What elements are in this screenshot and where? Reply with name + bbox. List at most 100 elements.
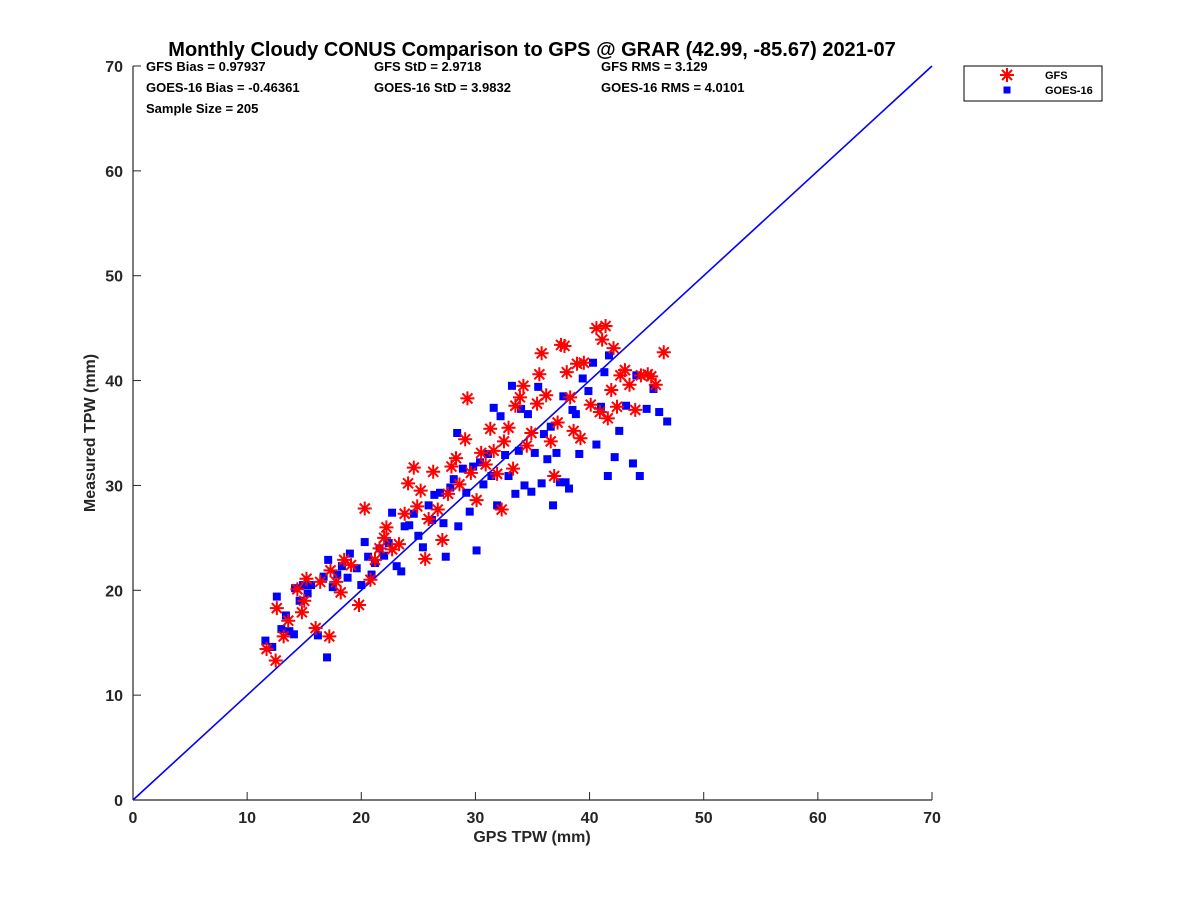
goes16-point <box>272 592 281 601</box>
goes16-point <box>596 402 605 411</box>
x-tick-label: 70 <box>923 810 941 827</box>
goes16-point <box>552 448 561 457</box>
gfs-point <box>458 432 473 447</box>
goes16-point <box>475 458 484 467</box>
gfs-point <box>550 415 565 430</box>
stat-gfs-std: GFS StD = 2.9718 <box>374 59 481 74</box>
goes16-point <box>483 449 492 458</box>
gfs-point <box>554 337 569 352</box>
goes16-point <box>603 471 612 480</box>
goes16-point <box>436 488 445 497</box>
goes16-point <box>628 459 637 468</box>
gfs-point <box>329 574 344 589</box>
gfs-point <box>276 629 291 644</box>
x-tick-label: 0 <box>129 810 138 827</box>
gfs-point <box>559 365 574 380</box>
goes16-point <box>571 410 580 419</box>
goes16-point <box>575 449 584 458</box>
x-tick-label: 60 <box>809 810 827 827</box>
goes16-point <box>277 625 286 634</box>
gfs-point <box>379 520 394 535</box>
gfs-point <box>385 542 400 557</box>
gfs-point <box>259 642 274 657</box>
gfs-point <box>539 388 554 403</box>
gfs-point <box>313 574 328 589</box>
gfs-point <box>604 383 619 398</box>
gfs-point <box>483 421 498 436</box>
x-tick-label: 10 <box>238 810 256 827</box>
goes16-point <box>360 538 369 547</box>
goes16-point <box>615 426 624 435</box>
gfs-point <box>656 345 671 360</box>
y-tick-label: 0 <box>114 793 123 810</box>
goes16-point <box>333 570 342 579</box>
gfs-point <box>576 355 591 370</box>
gfs-point <box>633 368 648 383</box>
gfs-point <box>299 571 314 586</box>
goes16-point <box>428 516 437 525</box>
goes16-point <box>527 487 536 496</box>
gfs-point <box>322 629 337 644</box>
gfs-point <box>530 396 545 411</box>
goes16-point <box>555 478 564 487</box>
gfs-point <box>496 434 511 449</box>
gfs-point <box>617 363 632 378</box>
x-tick-label: 50 <box>695 810 713 827</box>
goes16-point <box>430 490 439 499</box>
gfs-point <box>372 541 387 556</box>
goes16-point <box>289 630 298 639</box>
goes16-point <box>663 417 672 426</box>
gfs-point <box>609 399 624 414</box>
gfs-point <box>532 367 547 382</box>
gfs-point <box>367 552 382 567</box>
y-tick-label: 30 <box>105 478 123 495</box>
gfs-point <box>413 483 428 498</box>
goes16-point <box>268 642 277 651</box>
goes16-point <box>530 448 539 457</box>
goes16-point <box>281 611 290 620</box>
goes16-point <box>642 404 651 413</box>
y-tick-label: 70 <box>105 59 123 76</box>
gfs-point <box>547 468 562 483</box>
gfs-point <box>595 332 610 347</box>
goes16-point <box>489 403 498 412</box>
goes16-point <box>418 543 427 552</box>
goes16-point <box>453 429 462 437</box>
gfs-point <box>333 585 348 600</box>
y-tick-label: 50 <box>105 269 123 286</box>
gfs-point <box>391 537 406 552</box>
goes16-point <box>520 481 529 490</box>
goes16-point <box>565 484 574 493</box>
goes16-point <box>604 351 613 360</box>
goes16-point <box>380 551 389 560</box>
goes16-point <box>357 581 366 590</box>
gfs-point <box>648 377 663 392</box>
goes16-point <box>635 471 644 480</box>
gfs-point <box>406 460 421 475</box>
goes16-point <box>414 531 423 540</box>
gfs-point <box>583 397 598 412</box>
goes16-point <box>323 653 332 662</box>
goes16-point <box>261 636 270 645</box>
goes16-point <box>449 475 458 484</box>
stat-sample-size: Sample Size = 205 <box>146 101 258 116</box>
goes16-point <box>610 453 619 462</box>
gfs-point <box>478 457 493 472</box>
goes16-point <box>345 549 354 558</box>
goes16-point <box>303 589 312 598</box>
gfs-point <box>622 377 637 392</box>
legend-gfs-marker <box>1000 68 1014 82</box>
gfs-point <box>598 319 613 334</box>
gfs-point <box>426 464 441 479</box>
legend-goes16-marker <box>1003 86 1011 94</box>
gfs-point <box>644 369 659 384</box>
stat-gfs-bias: GFS Bias = 0.97937 <box>146 59 266 74</box>
gfs-point <box>524 426 539 440</box>
gfs-point <box>516 378 531 393</box>
gfs-point <box>452 477 467 492</box>
goes16-point <box>472 546 481 555</box>
goes16-point <box>568 405 577 414</box>
goes16-point <box>285 627 294 636</box>
goes16-point <box>534 382 543 391</box>
